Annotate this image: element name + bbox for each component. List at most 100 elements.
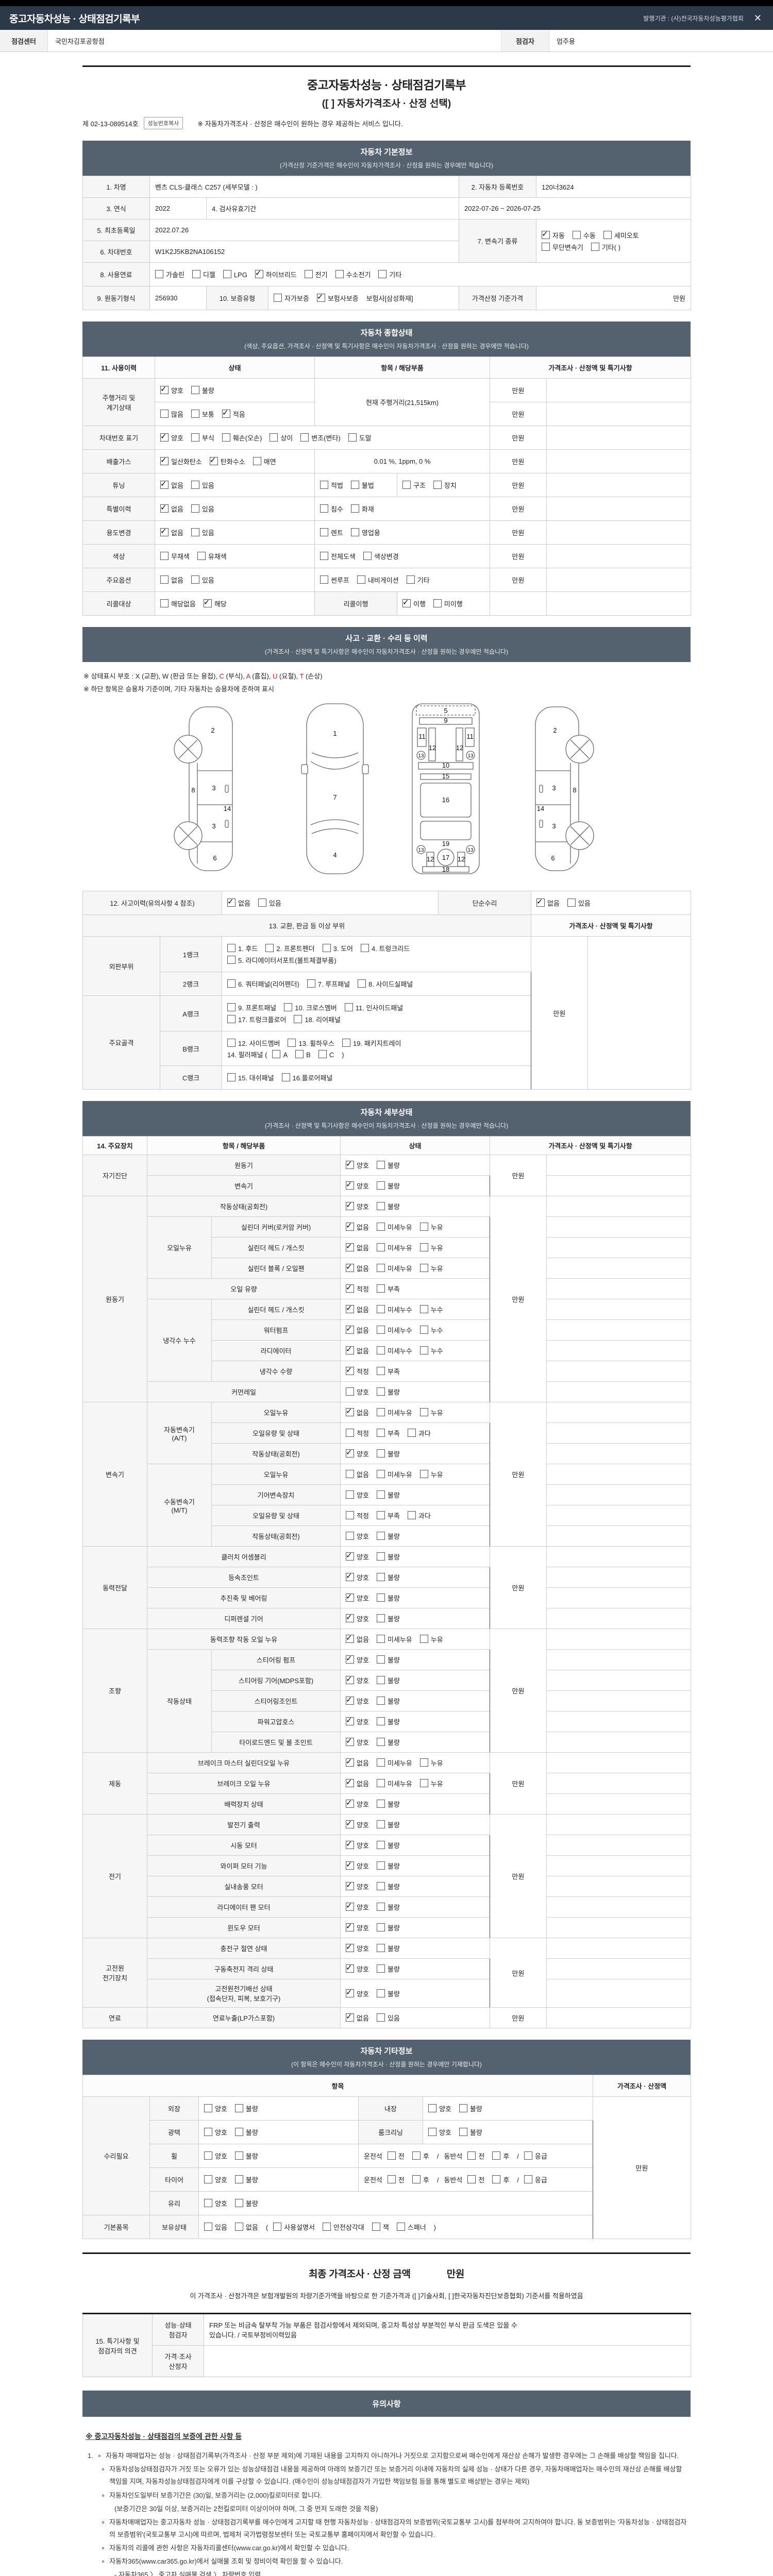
checkbox-불량[interactable]: 불량 xyxy=(376,1593,400,1603)
unchecked-checkbox-icon[interactable] xyxy=(191,528,199,536)
unchecked-checkbox-icon[interactable] xyxy=(407,1511,416,1520)
unchecked-checkbox-icon[interactable] xyxy=(376,1449,385,1458)
checked-checkbox-icon[interactable] xyxy=(346,1777,355,1788)
checked-checkbox-icon[interactable] xyxy=(346,1448,355,1458)
unchecked-checkbox-icon[interactable] xyxy=(234,2175,243,2184)
unchecked-checkbox-icon[interactable] xyxy=(227,1073,236,1082)
checkbox-보험사보증[interactable]: 보험사보증 xyxy=(316,292,359,303)
checkbox-불량[interactable]: 불량 xyxy=(234,2175,258,2184)
unchecked-checkbox-icon[interactable] xyxy=(376,1223,385,1231)
unchecked-checkbox-icon[interactable] xyxy=(323,2223,331,2231)
checkbox-전[interactable]: 전 xyxy=(387,2151,405,2161)
checkbox-16.플로어패널[interactable]: 16.플로어패널 xyxy=(281,1073,332,1082)
checked-checkbox-icon[interactable] xyxy=(346,1180,355,1190)
unchecked-checkbox-icon[interactable] xyxy=(358,979,366,988)
checkbox-적음[interactable]: 적음 xyxy=(222,408,245,419)
checkbox-불량[interactable]: 불량 xyxy=(459,2127,482,2137)
unchecked-checkbox-icon[interactable] xyxy=(376,1861,385,1870)
checked-checkbox-icon[interactable] xyxy=(346,1901,355,1911)
unchecked-checkbox-icon[interactable] xyxy=(459,2128,467,2137)
checkbox-불량[interactable]: 불량 xyxy=(234,2198,258,2208)
checkbox-양호[interactable]: 양호 xyxy=(346,1922,369,1933)
checkbox-불량[interactable]: 불량 xyxy=(376,1989,400,1998)
checkbox-누유[interactable]: 누유 xyxy=(419,1634,443,1644)
unchecked-checkbox-icon[interactable] xyxy=(376,1594,385,1602)
checkbox-가솔린[interactable]: 가솔린 xyxy=(155,269,184,279)
checkbox-해당[interactable]: 해당 xyxy=(203,598,227,608)
unchecked-checkbox-icon[interactable] xyxy=(407,1429,416,1437)
checkbox-적정[interactable]: 적정 xyxy=(346,1365,369,1376)
unchecked-checkbox-icon[interactable] xyxy=(376,1305,385,1314)
unchecked-checkbox-icon[interactable] xyxy=(272,1050,281,1059)
checkbox-전기[interactable]: 전기 xyxy=(304,269,328,279)
checkbox-미세누유[interactable]: 미세누유 xyxy=(376,1634,412,1644)
checked-checkbox-icon[interactable] xyxy=(542,229,550,239)
checkbox-있음[interactable]: 있음 xyxy=(567,898,591,908)
checkbox-양호[interactable]: 양호 xyxy=(346,1901,369,1912)
unchecked-checkbox-icon[interactable] xyxy=(406,575,415,584)
unchecked-checkbox-icon[interactable] xyxy=(603,230,612,239)
unchecked-checkbox-icon[interactable] xyxy=(376,1573,385,1582)
unchecked-checkbox-icon[interactable] xyxy=(227,1003,236,1012)
checkbox-18. 리어패널[interactable]: 18. 리어패널 xyxy=(294,1014,341,1024)
unchecked-checkbox-icon[interactable] xyxy=(492,2175,501,2184)
unchecked-checkbox-icon[interactable] xyxy=(322,944,331,953)
checked-checkbox-icon[interactable] xyxy=(346,1654,355,1664)
checkbox-19. 패키지트레이[interactable]: 19. 패키지트레이 xyxy=(342,1038,401,1048)
checkbox-과다[interactable]: 과다 xyxy=(407,1511,431,1520)
checked-checkbox-icon[interactable] xyxy=(160,432,169,442)
unchecked-checkbox-icon[interactable] xyxy=(197,552,206,560)
checkbox-불량[interactable]: 불량 xyxy=(376,1160,400,1170)
checkbox-있음[interactable]: 있음 xyxy=(376,2013,400,2023)
checkbox-부족[interactable]: 부족 xyxy=(376,1428,400,1438)
unchecked-checkbox-icon[interactable] xyxy=(204,2223,212,2231)
checkbox-도말[interactable]: 도말 xyxy=(348,433,372,443)
checkbox-후[interactable]: 후 xyxy=(412,2151,429,2161)
checkbox-미세누유[interactable]: 미세누유 xyxy=(376,1469,412,1479)
checkbox-수동[interactable]: 수동 xyxy=(572,230,596,240)
unchecked-checkbox-icon[interactable] xyxy=(376,1758,385,1767)
checked-checkbox-icon[interactable] xyxy=(346,1324,355,1334)
checkbox-양호[interactable]: 양호 xyxy=(160,384,183,395)
checkbox-불량[interactable]: 불량 xyxy=(191,385,214,395)
checkbox-없음[interactable]: 없음 xyxy=(160,479,183,490)
unchecked-checkbox-icon[interactable] xyxy=(492,2151,501,2160)
unchecked-checkbox-icon[interactable] xyxy=(459,2104,467,2113)
checkbox-양호[interactable]: 양호 xyxy=(346,1988,369,1998)
unchecked-checkbox-icon[interactable] xyxy=(376,1738,385,1747)
checked-checkbox-icon[interactable] xyxy=(346,1551,355,1561)
checked-checkbox-icon[interactable] xyxy=(346,1262,355,1273)
checkbox-양호[interactable]: 양호 xyxy=(346,1159,369,1170)
checkbox-기타[interactable]: 기타 xyxy=(406,575,430,585)
unchecked-checkbox-icon[interactable] xyxy=(300,433,309,442)
unchecked-checkbox-icon[interactable] xyxy=(191,410,199,418)
checked-checkbox-icon[interactable] xyxy=(346,1613,355,1623)
unchecked-checkbox-icon[interactable] xyxy=(320,552,328,560)
unchecked-checkbox-icon[interactable] xyxy=(357,575,365,584)
checkbox-있음[interactable]: 있음 xyxy=(191,528,214,537)
checkbox-렌트[interactable]: 렌트 xyxy=(320,528,343,537)
unchecked-checkbox-icon[interactable] xyxy=(234,2151,243,2160)
checkbox-1. 후드[interactable]: 1. 후드 xyxy=(227,943,258,953)
checkbox-불량[interactable]: 불량 xyxy=(376,1696,400,1706)
checkbox-9. 프론트패널[interactable]: 9. 프론트패널 xyxy=(227,1003,276,1012)
checkbox-양호[interactable]: 양호 xyxy=(346,1592,369,1603)
unchecked-checkbox-icon[interactable] xyxy=(376,1387,385,1396)
checkbox-기타( )[interactable]: 기타( ) xyxy=(591,242,620,252)
checkbox-있음[interactable]: 있음 xyxy=(258,898,281,908)
checked-checkbox-icon[interactable] xyxy=(346,1695,355,1705)
unchecked-checkbox-icon[interactable] xyxy=(376,2013,385,2022)
checkbox-장치[interactable]: 장치 xyxy=(433,480,457,490)
checkbox-응급[interactable]: 응급 xyxy=(524,2151,547,2161)
checkbox-적정[interactable]: 적정 xyxy=(346,1283,369,1294)
unchecked-checkbox-icon[interactable] xyxy=(524,2175,532,2184)
checkbox-없음[interactable]: 없음 xyxy=(346,2012,369,2023)
checkbox-미세누수[interactable]: 미세누수 xyxy=(376,1346,412,1355)
checkbox-없음[interactable]: 없음 xyxy=(160,575,183,585)
checkbox-17. 트렁크플로어[interactable]: 17. 트렁크플로어 xyxy=(227,1014,286,1024)
checked-checkbox-icon[interactable] xyxy=(346,1922,355,1932)
unchecked-checkbox-icon[interactable] xyxy=(350,528,359,536)
checkbox-불량[interactable]: 불량 xyxy=(376,1902,400,1912)
checkbox-디젤[interactable]: 디젤 xyxy=(192,269,215,279)
unchecked-checkbox-icon[interactable] xyxy=(335,270,344,278)
